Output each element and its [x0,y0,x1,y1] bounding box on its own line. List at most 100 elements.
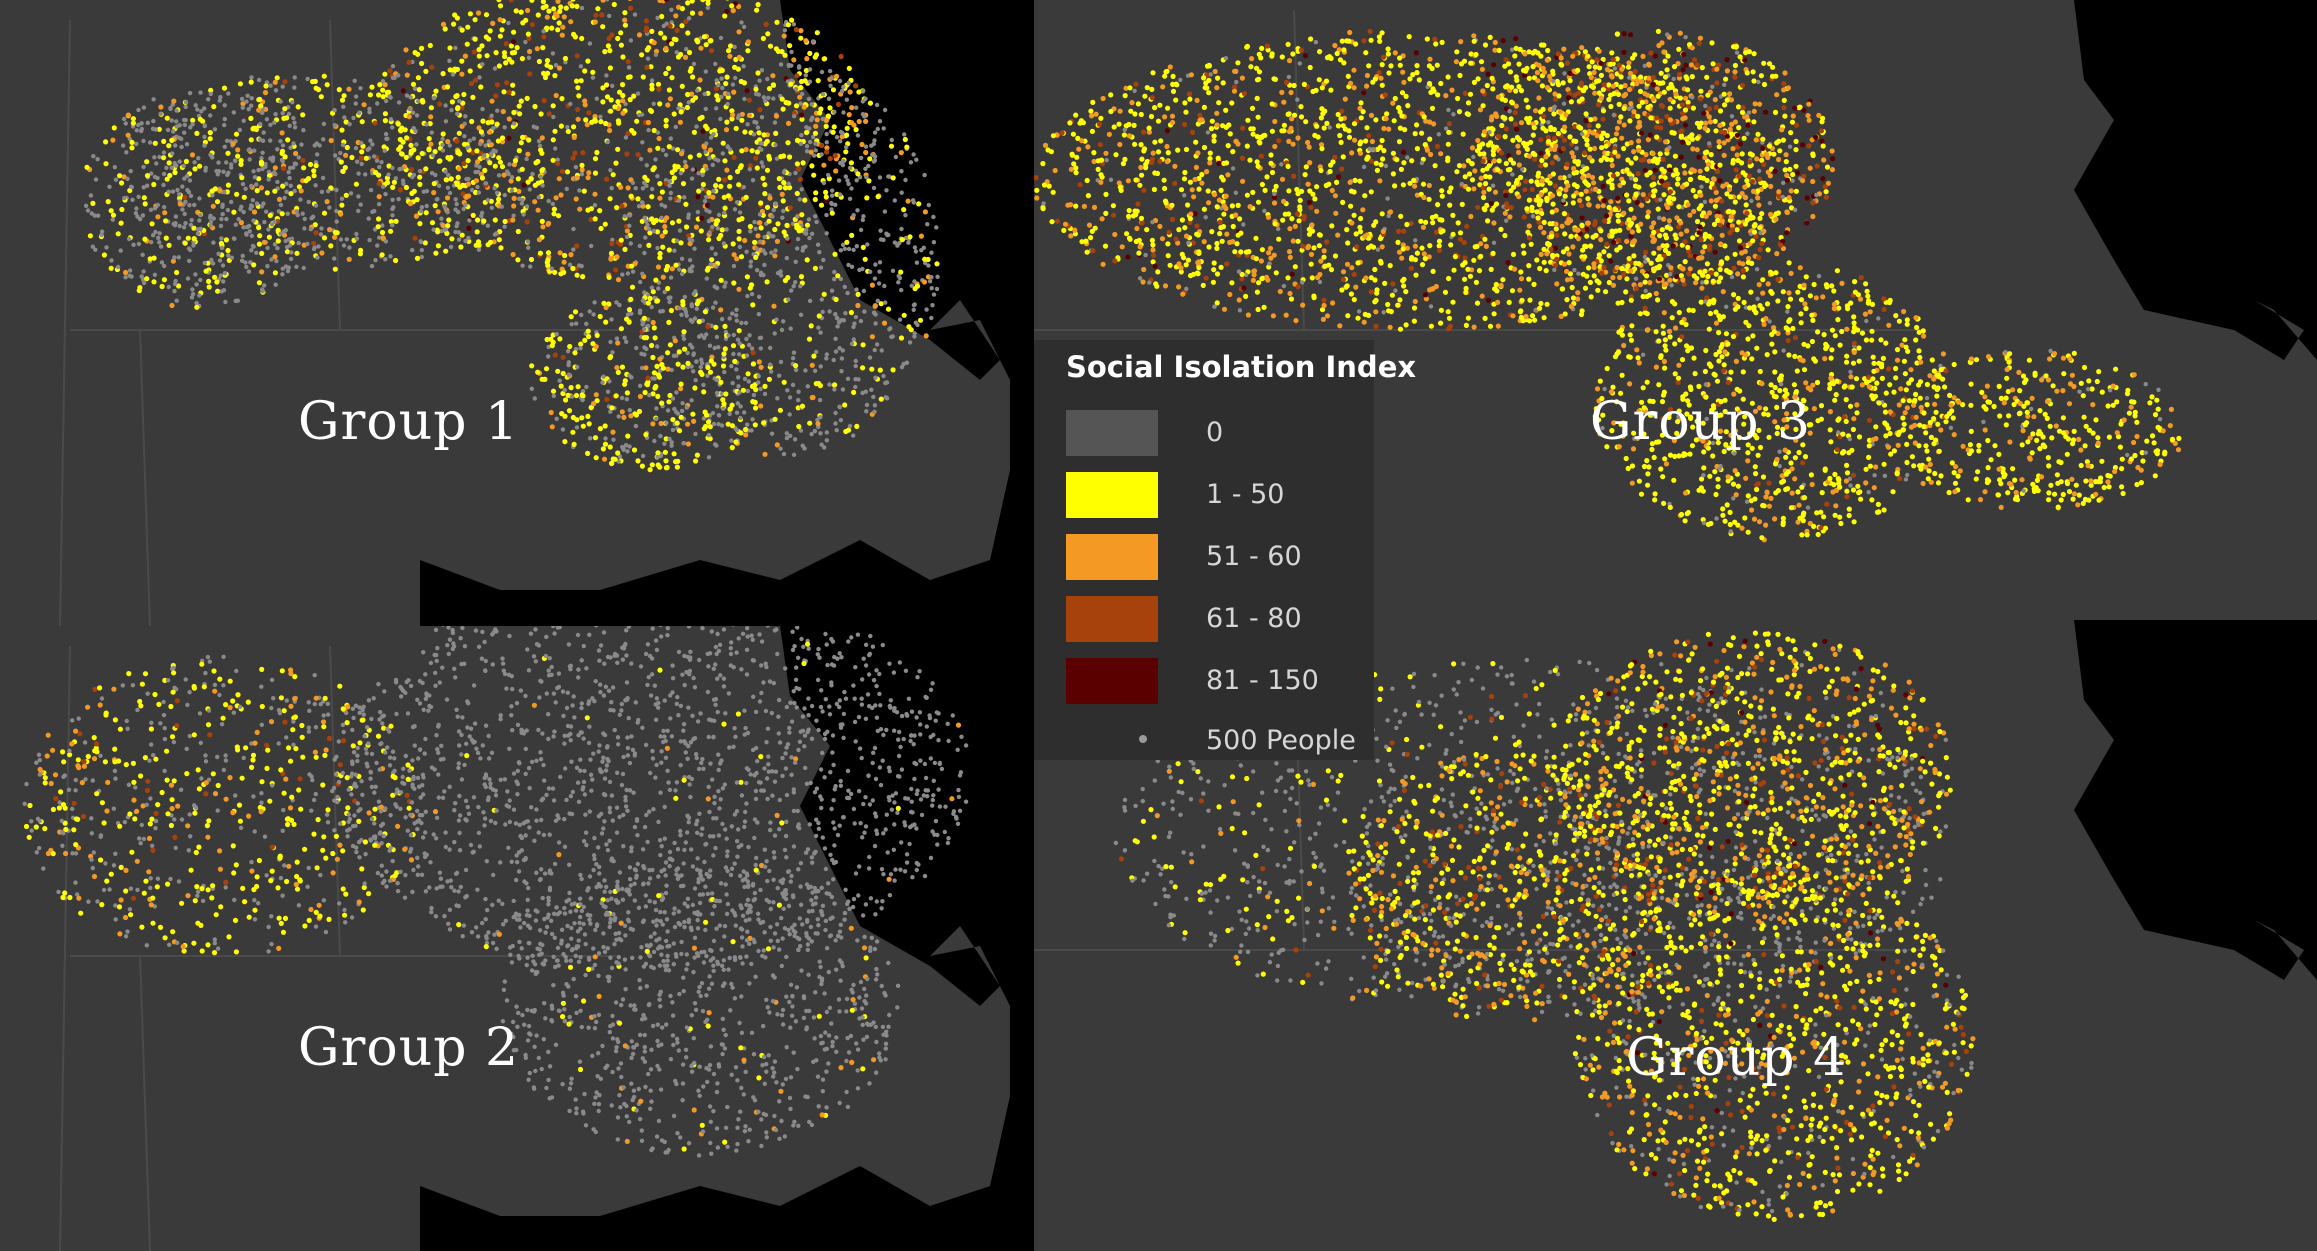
population-dot [642,290,647,295]
population-dot [1175,240,1181,246]
population-dot [1407,76,1413,82]
population-dot [552,352,558,358]
population-dot [268,156,273,161]
population-dot [1567,271,1573,277]
population-dot [324,82,330,88]
population-dot [574,425,580,430]
population-dot [656,135,662,142]
population-dot [1281,283,1287,289]
population-dot [454,181,460,187]
population-dot [846,262,851,268]
population-dot [1079,239,1085,245]
population-dot [371,154,377,159]
population-dot [782,28,788,33]
population-dot [846,112,852,118]
population-dot [731,351,736,357]
population-dot [679,312,684,317]
population-dot [108,265,114,271]
population-dot [682,54,689,61]
population-dot [537,143,543,149]
population-dot [480,62,485,67]
population-dot [1364,125,1370,131]
population-dot [710,305,716,310]
population-dot [767,43,774,49]
population-dot [835,273,841,279]
population-dot [219,216,224,222]
population-dot [1224,261,1230,267]
population-dot [142,236,148,242]
population-dot [785,236,790,241]
population-dot [185,276,191,281]
population-dot [191,243,196,248]
population-dot [604,176,610,182]
population-dot [851,389,857,395]
population-dot [515,228,521,235]
population-dot [413,128,418,134]
population-dot [734,410,740,415]
population-dot [1348,203,1354,209]
population-dot [174,108,179,113]
population-dot [1098,115,1104,121]
population-dot [489,152,494,157]
population-dot [428,114,434,120]
population-dot [534,46,540,52]
population-dot [779,191,785,197]
population-dot [334,219,339,224]
population-dot [1146,125,1152,131]
population-dot [738,415,743,421]
population-dot [722,323,728,329]
population-dot [278,202,284,208]
population-dot [166,189,171,194]
population-dot [1587,279,1593,285]
population-dot [225,182,231,188]
population-dot [627,223,632,228]
population-dot [1578,191,1584,197]
population-dot [1234,241,1240,247]
population-dot [665,102,671,108]
population-dot [589,243,594,249]
population-dot [612,456,618,462]
population-dot [1319,307,1326,313]
population-dot [332,266,338,272]
population-dot [216,251,221,256]
population-dot [1330,159,1336,165]
population-dot [1713,189,1719,195]
population-dot [1298,114,1305,120]
population-dot [615,277,622,283]
population-dot [607,48,613,54]
population-dot [766,376,773,382]
population-dot [121,143,126,148]
population-dot [1287,290,1293,297]
population-dot [1430,268,1436,274]
population-dot [1295,238,1301,244]
population-dot [220,202,225,207]
population-dot [570,155,576,161]
population-dot [695,194,701,200]
population-dot [1042,142,1049,148]
population-dot [1724,255,1730,261]
population-dot [275,179,280,185]
population-dot [354,231,359,237]
population-dot [92,213,98,218]
population-dot [830,188,835,193]
population-dot [376,216,382,222]
population-dot [1423,219,1429,225]
population-dot [1197,112,1203,118]
population-dot [707,230,712,235]
population-dot [1498,226,1504,232]
population-dot [239,258,245,263]
population-dot [604,82,610,88]
population-dot [684,313,689,318]
population-dot [456,166,462,172]
population-dot [678,109,684,115]
population-dot [838,139,843,144]
population-dot [735,337,741,342]
population-dot [166,160,172,166]
population-dot [1186,91,1193,97]
population-dot [278,231,283,236]
population-dot [746,112,753,118]
population-dot [466,225,472,231]
population-dot [361,102,367,108]
population-dot [649,86,655,92]
population-dot [625,271,631,276]
